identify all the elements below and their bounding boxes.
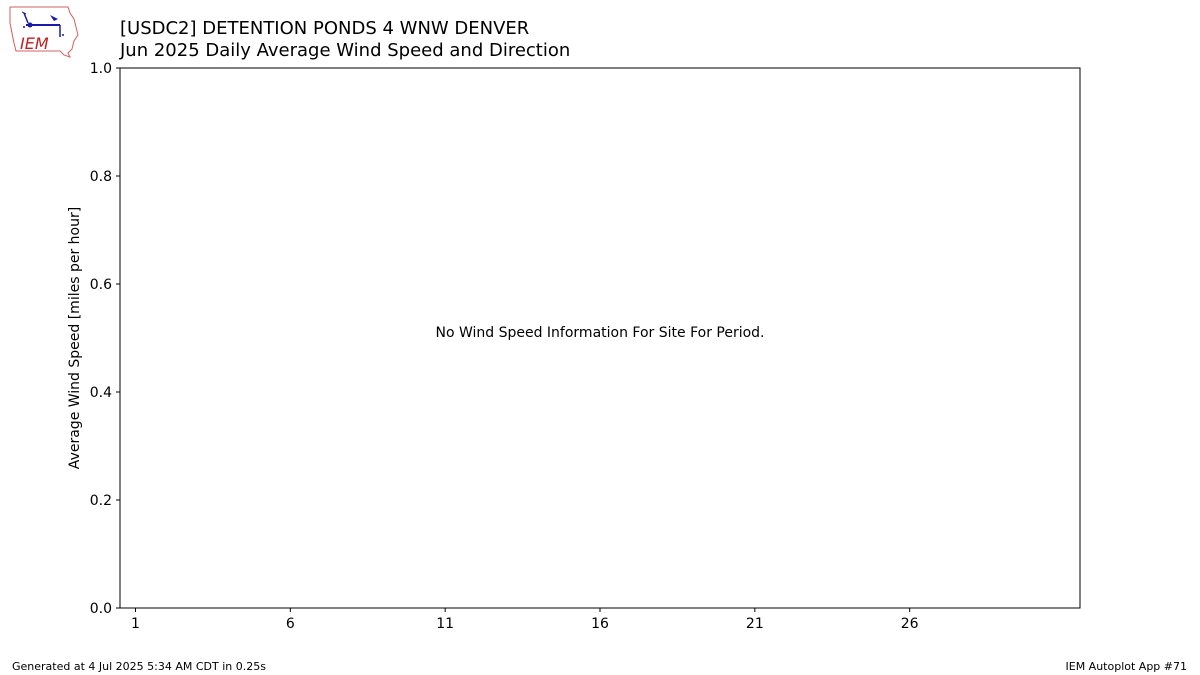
y-tick-label: 0.4 (90, 385, 112, 401)
x-tick-label: 1 (131, 616, 140, 632)
plot-frame (119, 67, 1081, 609)
no-data-annotation: No Wind Speed Information For Site For P… (435, 325, 764, 341)
app-label: IEM Autoplot App #71 (1065, 660, 1188, 673)
x-axis: 1 6 11 16 21 26 (131, 608, 919, 632)
chart-title-line2: Jun 2025 Daily Average Wind Speed and Di… (120, 40, 571, 61)
y-tick-label: 0.0 (90, 601, 112, 617)
y-tick-label: 0.6 (90, 277, 112, 293)
y-axis-label: Average Wind Speed [miles per hour] (67, 207, 83, 469)
x-tick-label: 26 (901, 616, 919, 632)
x-tick-label: 16 (591, 616, 609, 632)
generated-timestamp: Generated at 4 Jul 2025 5:34 AM CDT in 0… (12, 660, 266, 673)
chart-title: [USDC2] DETENTION PONDS 4 WNW DENVER Jun… (120, 18, 570, 62)
x-tick-label: 6 (286, 616, 295, 632)
y-axis: 0.0 0.2 0.4 0.6 0.8 1.0 (90, 61, 120, 617)
iem-logo-text: IEM (20, 34, 49, 53)
x-tick-label: 11 (436, 616, 454, 632)
y-tick-label: 0.8 (90, 169, 112, 185)
x-tick-label: 21 (746, 616, 764, 632)
iem-logo-icon: IEM (9, 6, 79, 58)
y-tick-label: 0.2 (90, 493, 112, 509)
chart-title-line1: [USDC2] DETENTION PONDS 4 WNW DENVER (120, 18, 530, 39)
y-tick-label: 1.0 (90, 61, 112, 77)
